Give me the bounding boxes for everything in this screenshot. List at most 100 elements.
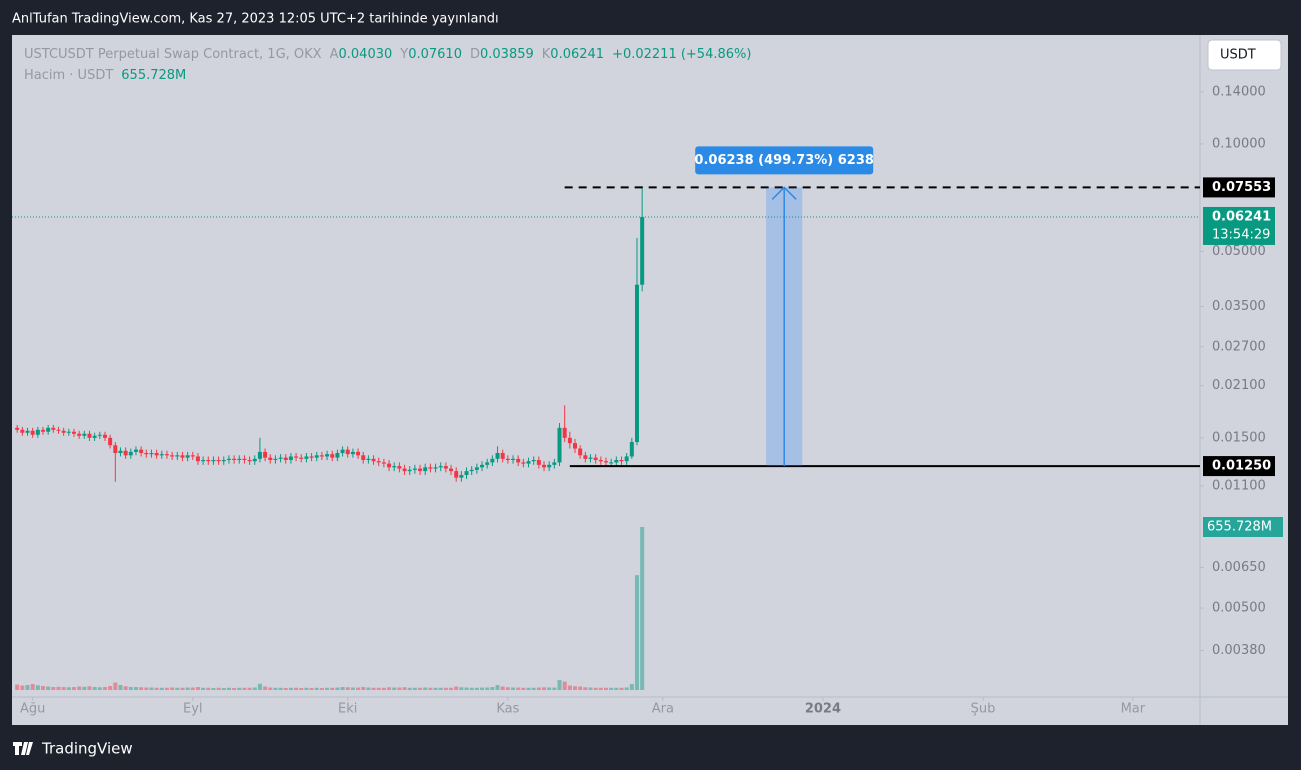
level-label: 0.01250 xyxy=(1212,459,1271,474)
candle-body xyxy=(314,455,319,458)
y-tick-label: 0.00650 xyxy=(1212,560,1266,575)
ohlc-value: 0.06241 xyxy=(550,47,604,62)
candle-body xyxy=(552,462,557,465)
volume-bar xyxy=(449,687,454,690)
last-price-box xyxy=(1203,206,1275,245)
volume-bar xyxy=(614,687,619,690)
candle-body xyxy=(531,460,536,462)
candle-body xyxy=(190,455,195,457)
volume-bar xyxy=(77,686,82,690)
volume-bar xyxy=(567,685,572,690)
volume-bar xyxy=(412,687,417,690)
currency-button-label[interactable]: USDT xyxy=(1220,48,1256,63)
x-tick-label: Eyl xyxy=(183,702,203,717)
volume-bar xyxy=(154,687,159,690)
candle-body xyxy=(557,427,562,463)
candle-body xyxy=(397,466,402,469)
candle-body xyxy=(562,427,567,438)
candle-body xyxy=(588,457,593,459)
volume-bar xyxy=(619,687,624,690)
volume-bar xyxy=(118,685,123,690)
volume-bar xyxy=(133,687,138,690)
candle-body xyxy=(288,456,293,461)
measure-label: 0.06238 (499.73%) 6238 xyxy=(694,153,874,168)
volume-bar xyxy=(175,687,180,690)
candle-body xyxy=(206,460,211,462)
candle-body xyxy=(319,455,324,457)
candle-body xyxy=(412,468,417,470)
currency-button[interactable] xyxy=(1207,39,1282,71)
candle-body xyxy=(567,437,572,444)
volume-bar xyxy=(433,687,438,690)
volume-bar xyxy=(180,687,185,690)
candle-body xyxy=(490,458,495,463)
candle-body xyxy=(56,429,61,431)
volume-bar xyxy=(557,680,562,690)
volume-bar xyxy=(97,687,102,690)
volume-bar xyxy=(268,687,273,690)
volume-bar xyxy=(206,687,211,690)
x-tick-label: 2024 xyxy=(805,702,841,717)
x-tick-label: Kas xyxy=(496,702,519,717)
volume-bar xyxy=(149,687,154,690)
candle-body xyxy=(211,460,216,462)
candle-body xyxy=(634,284,639,443)
candle-body xyxy=(77,433,82,436)
volume-bar xyxy=(273,687,278,690)
candle-body xyxy=(309,456,314,458)
volume-bar xyxy=(123,686,128,690)
candle-body xyxy=(459,475,464,478)
volume-bar xyxy=(511,687,516,690)
volume-bar xyxy=(407,687,412,690)
volume-bar xyxy=(459,687,464,690)
volume-bar xyxy=(56,686,61,690)
candle-body xyxy=(505,458,510,461)
candle-body xyxy=(221,460,226,462)
volume-bar xyxy=(381,687,386,690)
candle-body xyxy=(118,450,123,454)
candle-body xyxy=(82,433,87,436)
y-tick-label: 0.02100 xyxy=(1212,378,1266,393)
candle-body xyxy=(356,451,361,456)
volume-bar xyxy=(61,687,66,690)
last-price-label: 0.06241 xyxy=(1212,209,1271,224)
candle-body xyxy=(201,460,206,462)
candle-body xyxy=(521,462,526,464)
candle-body xyxy=(516,458,521,463)
candle-body xyxy=(629,442,634,457)
candle-body xyxy=(387,463,392,468)
candle-body xyxy=(66,431,71,433)
candle-body xyxy=(500,453,505,459)
candle-body xyxy=(547,464,552,468)
volume-bar xyxy=(92,687,97,690)
candle-body xyxy=(376,461,381,463)
candle-body xyxy=(154,453,159,456)
candle-body xyxy=(624,456,629,462)
candle-body xyxy=(345,449,350,455)
volume-value-label: 655.728M xyxy=(1207,520,1272,535)
y-tick-label: 0.01100 xyxy=(1212,478,1266,493)
volume-bar xyxy=(531,687,536,690)
candle-body xyxy=(299,457,304,459)
candle-body xyxy=(402,468,407,472)
volume-bar xyxy=(402,687,407,690)
volume-bar xyxy=(46,686,51,690)
volume-bar xyxy=(490,687,495,690)
level-box xyxy=(1203,177,1275,198)
candle-body xyxy=(381,462,386,464)
candle-body xyxy=(102,434,107,438)
y-tick-label: 0.14000 xyxy=(1212,84,1266,99)
volume-bar xyxy=(418,687,423,690)
volume-bar xyxy=(397,687,402,690)
candle-body xyxy=(123,450,128,456)
volume-bar xyxy=(164,687,169,690)
candle-body xyxy=(469,469,474,472)
volume-bar xyxy=(51,687,56,690)
volume-bar xyxy=(521,687,526,690)
candle-body xyxy=(97,434,102,436)
candle-body xyxy=(87,433,92,438)
volume-bar xyxy=(139,687,144,690)
candle-body xyxy=(20,429,25,433)
volume-bar xyxy=(495,685,500,690)
